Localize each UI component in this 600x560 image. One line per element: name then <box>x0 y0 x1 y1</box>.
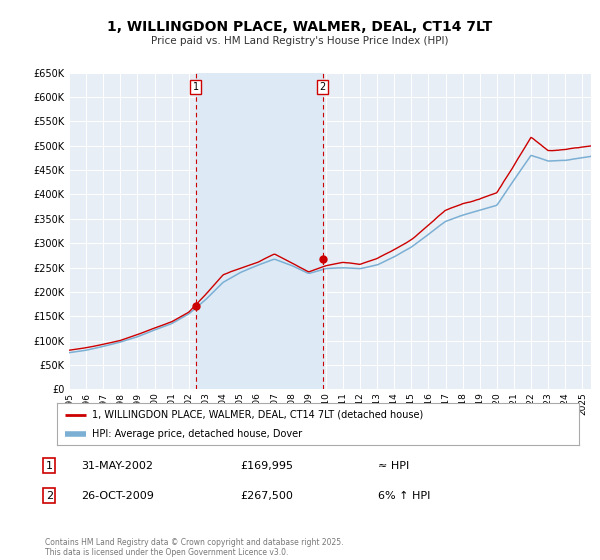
Text: Price paid vs. HM Land Registry's House Price Index (HPI): Price paid vs. HM Land Registry's House … <box>151 36 449 46</box>
Text: 1: 1 <box>193 82 199 92</box>
Text: HPI: Average price, detached house, Dover: HPI: Average price, detached house, Dove… <box>92 429 302 439</box>
Text: 2: 2 <box>320 82 326 92</box>
Text: Contains HM Land Registry data © Crown copyright and database right 2025.
This d: Contains HM Land Registry data © Crown c… <box>45 538 343 557</box>
Text: 2: 2 <box>46 491 53 501</box>
Text: £267,500: £267,500 <box>240 491 293 501</box>
Text: 1, WILLINGDON PLACE, WALMER, DEAL, CT14 7LT (detached house): 1, WILLINGDON PLACE, WALMER, DEAL, CT14 … <box>92 409 424 419</box>
Text: 6% ↑ HPI: 6% ↑ HPI <box>378 491 430 501</box>
Text: ≈ HPI: ≈ HPI <box>378 461 409 471</box>
Bar <box>196 73 323 389</box>
Text: £169,995: £169,995 <box>240 461 293 471</box>
Text: 1, WILLINGDON PLACE, WALMER, DEAL, CT14 7LT: 1, WILLINGDON PLACE, WALMER, DEAL, CT14 … <box>107 20 493 34</box>
Text: 26-OCT-2009: 26-OCT-2009 <box>81 491 154 501</box>
Text: 31-MAY-2002: 31-MAY-2002 <box>81 461 153 471</box>
Text: 1: 1 <box>46 461 53 471</box>
